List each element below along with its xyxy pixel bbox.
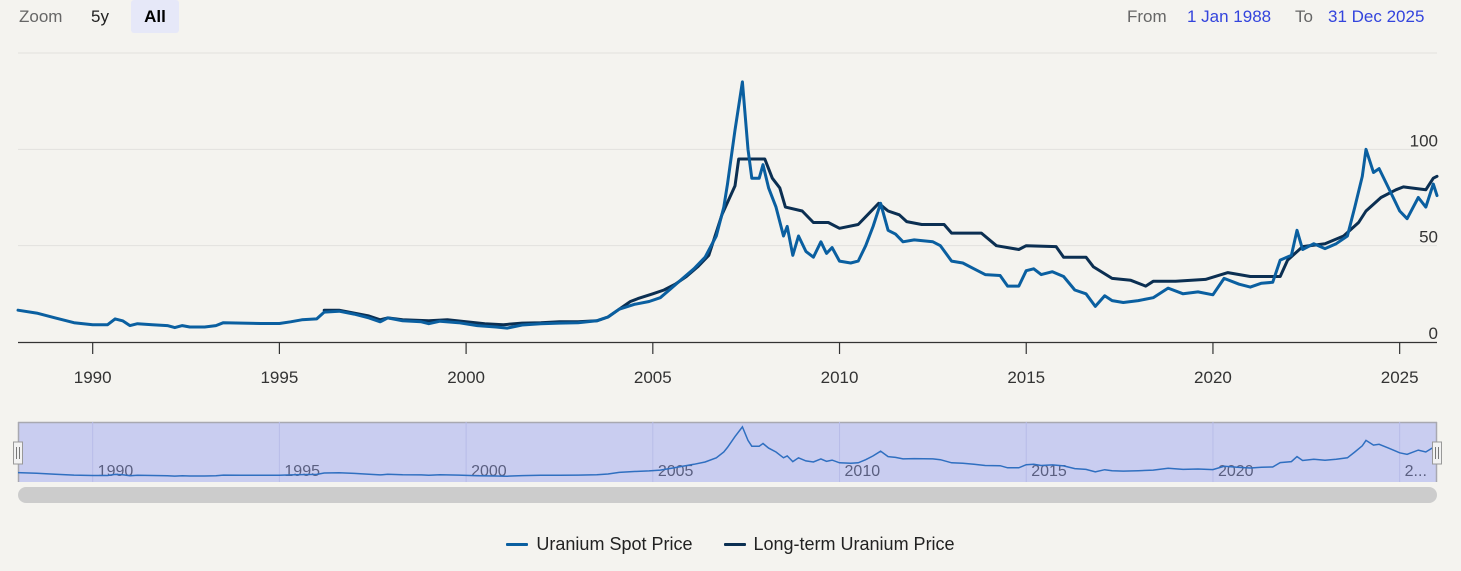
navigator[interactable]: 1990 1995 2000 2005 2010 2015 2020 2... <box>13 421 1442 503</box>
navigator-series-line <box>17 425 1438 477</box>
x-tick-label: 2025 <box>1381 368 1419 387</box>
legend-swatch-longterm <box>723 543 746 546</box>
x-tick-label: 2020 <box>1194 368 1232 387</box>
from-date-input[interactable]: 1 Jan 1988 <box>1187 7 1271 27</box>
zoom-all-button[interactable]: All <box>131 0 179 33</box>
y-tick-label: 0 <box>1429 324 1438 343</box>
x-tick-label: 2015 <box>1007 368 1045 387</box>
navigator-tick-label: 1995 <box>284 463 320 480</box>
x-tick-label: 2000 <box>447 368 485 387</box>
legend-swatch-spot <box>506 543 529 546</box>
zoom-label: Zoom <box>19 7 63 26</box>
navigator-tick-label: 2005 <box>658 463 694 480</box>
zoom-5y-button[interactable]: 5y <box>91 7 109 26</box>
to-date-input[interactable]: 31 Dec 2025 <box>1328 7 1424 27</box>
to-text: To <box>1295 7 1313 26</box>
legend-label-spot: Uranium Spot Price <box>536 534 693 554</box>
to-date-value[interactable]: 31 Dec 2025 <box>1328 7 1425 26</box>
y-tick-label: 100 <box>1410 131 1438 150</box>
navigator-tick-label: 2020 <box>1218 463 1254 480</box>
legend-item-longterm[interactable]: Long-term Uranium Price <box>723 534 955 555</box>
navigator-handle-right[interactable] <box>1432 441 1442 465</box>
from-date-value[interactable]: 1 Jan 1988 <box>1187 7 1272 26</box>
from-label: From <box>1127 7 1167 27</box>
handle-grip-icon[interactable] <box>13 441 23 465</box>
from-text: From <box>1127 7 1167 26</box>
navigator-tick-label: 2000 <box>471 463 507 480</box>
navigator-tick-label: 2... <box>1405 463 1427 480</box>
x-tick-label: 1990 <box>74 368 112 387</box>
grid-lines <box>18 52 1437 247</box>
series-group <box>16 80 1439 330</box>
legend-item-spot[interactable]: Uranium Spot Price <box>506 534 692 555</box>
x-tick-label: 2005 <box>634 368 672 387</box>
navigator-handle-left[interactable] <box>13 441 23 465</box>
navigator-scrollbar[interactable] <box>18 487 1437 503</box>
x-tick-label: 2010 <box>821 368 859 387</box>
navigator-tick-label: 2015 <box>1031 463 1067 480</box>
y-tick-label: 50 <box>1419 228 1438 247</box>
to-label: To <box>1295 7 1313 27</box>
series-line-longterm[interactable] <box>322 157 1439 327</box>
legend-label-longterm: Long-term Uranium Price <box>753 534 955 554</box>
y-axis: 0 50 100 <box>1410 131 1438 343</box>
handle-grip-icon[interactable] <box>1432 441 1442 465</box>
x-tick-label: 1995 <box>260 368 298 387</box>
legend: Uranium Spot Price Long-term Uranium Pri… <box>0 530 1461 555</box>
x-axis: 1990 1995 2000 2005 2010 2015 2020 2025 <box>18 341 1437 387</box>
navigator-tick-label: 2010 <box>845 463 881 480</box>
navigator-tick-label: 1990 <box>98 463 134 480</box>
range-selector: Zoom 5y All From 1 Jan 1988 To 31 Dec 20… <box>0 0 1461 34</box>
series-line-spot[interactable] <box>16 80 1439 330</box>
navigator-selection[interactable] <box>18 422 1437 482</box>
